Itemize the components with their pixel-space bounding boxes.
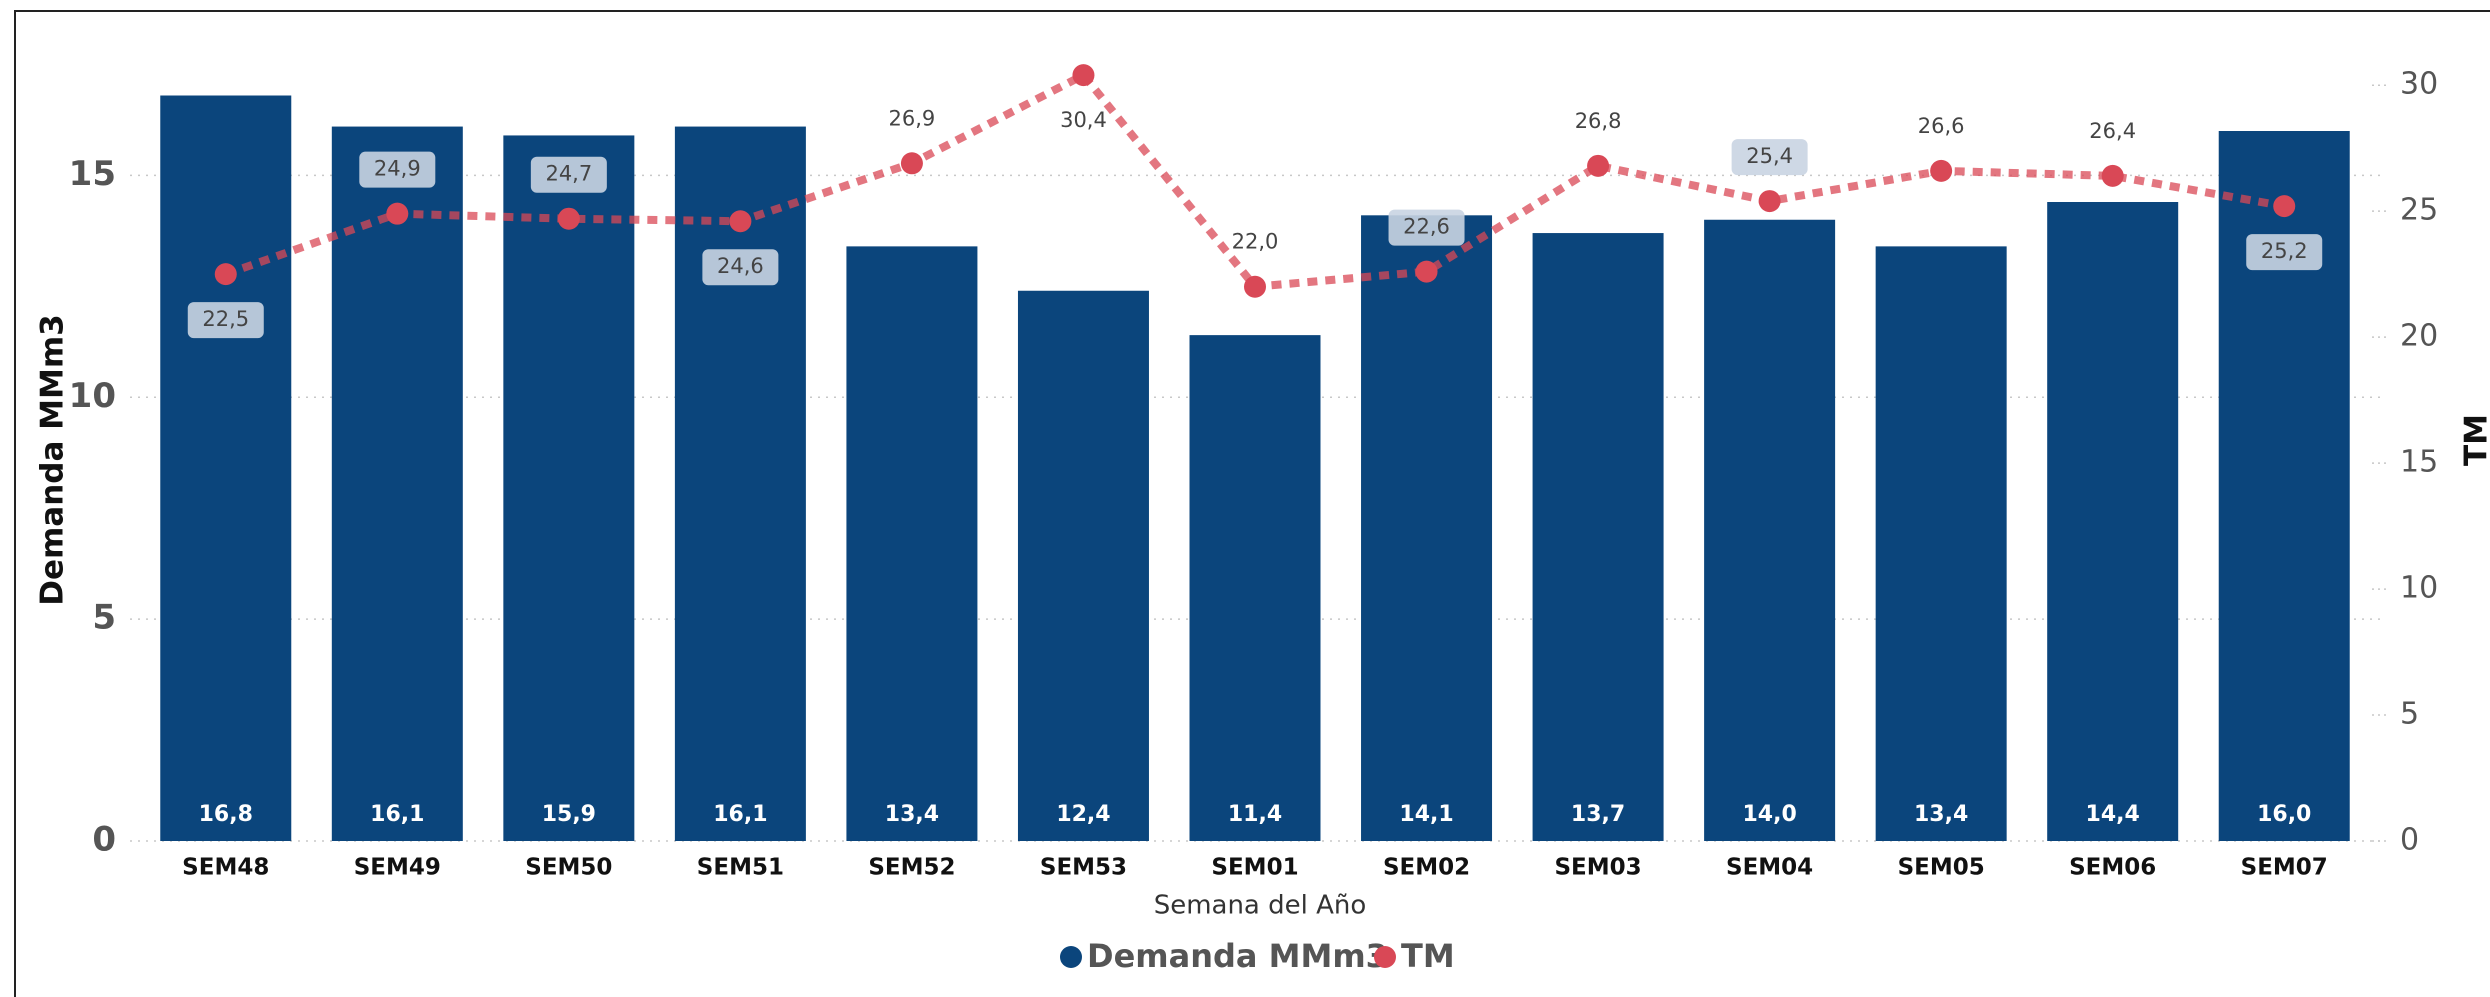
bar-value-label: 13,4 [885,802,939,827]
bar-value-label: 16,1 [370,802,424,827]
bar-value-label: 14,4 [2086,802,2140,827]
tm-point-sem49 [386,202,409,225]
x-tick-label: SEM51 [697,855,784,881]
tm-point-sem50 [557,207,580,230]
x-tick-label: SEM53 [1040,855,1127,881]
bar-sem01 [1189,335,1321,841]
y2-tick-label: 30 [2400,67,2438,102]
tm-label-box [702,249,779,286]
y2-tick-label: 0 [2400,823,2419,858]
tm-label-box [530,156,607,193]
y2-tick-label: 10 [2400,571,2438,606]
bar-value-label: 14,1 [1399,802,1453,827]
y2-tick-label: 5 [2400,697,2419,732]
right-axis: 0 5 10 15 20 25 30 [2372,67,2438,858]
bar-value-label: 12,4 [1056,802,1110,827]
legend-marker-demanda [1060,946,1082,968]
bar-sem04 [1704,219,1836,841]
bar-value-label: 13,4 [1914,802,1968,827]
tm-point-sem04 [1758,190,1781,213]
x-tick-label: SEM05 [1898,855,1985,881]
bar-sem50 [503,135,635,841]
tm-value-label: 25,2 [2261,239,2308,263]
x-tick-label: SEM52 [868,855,955,881]
y2-tick-label: 15 [2400,445,2438,480]
bar-sem52 [846,246,978,841]
bar-data-labels: 16,8 16,1 15,9 16,1 13,4 12,4 11,4 14,1 13,7 14,0… [199,802,2312,827]
x-tick-label: SEM49 [354,855,441,881]
bar-sem49 [331,126,463,841]
y-tick-label: 0 [92,820,116,860]
x-tick-label: SEM50 [525,855,612,881]
bar-value-label: 15,9 [542,802,596,827]
tm-point-sem06 [2101,164,2124,187]
x-tick-label: SEM02 [1383,855,1470,881]
tm-line [214,64,2296,298]
bar-sem48 [160,95,292,841]
x-tick-label: SEM01 [1211,855,1298,881]
tm-point-sem02 [1415,260,1438,283]
tm-value-label: 24,6 [717,254,764,278]
bar-sem02 [1361,215,1493,841]
x-axis: SEM48 SEM49 SEM50 SEM51 SEM52 SEM53 SEM01 SEM02… [182,855,2328,881]
legend: Demanda MMm3 TM [1060,937,1455,975]
tm-point-sem51 [729,210,752,233]
x-tick-label: SEM07 [2241,855,2328,881]
legend-marker-tm [1374,946,1396,968]
bar-value-label: 11,4 [1228,802,1282,827]
bar-sem53 [1017,290,1149,841]
bar-value-label: 13,7 [1571,802,1625,827]
tm-label-box [1731,139,1808,176]
tm-point-sem53 [1072,64,1095,87]
tm-value-label: 26,8 [1575,109,1622,133]
tm-point-sem07 [2273,195,2296,218]
tm-value-label: 26,9 [889,106,936,130]
y2-tick-label: 20 [2400,319,2438,354]
x-tick-label: SEM06 [2069,855,2156,881]
x-tick-label: SEM48 [182,855,269,881]
tm-value-label: 24,9 [374,157,421,181]
y-axis-title: Demanda MMm3 [35,314,71,606]
x-axis-title: Semana del Año [1154,891,1367,921]
tm-point-sem52 [900,152,923,175]
tm-value-label: 26,4 [2089,119,2136,143]
y2-tick-label: 25 [2400,193,2438,228]
y-tick-label: 10 [69,376,116,416]
tm-value-label: 22,5 [202,307,249,331]
legend-label-tm: TM [1401,937,1455,975]
tm-value-label: 24,7 [545,162,592,186]
bar-sem05 [1875,246,2007,841]
tm-value-label: 22,0 [1232,230,1279,254]
tm-point-sem03 [1587,154,1610,177]
tm-label-box [187,302,264,339]
tm-point-sem48 [214,263,237,286]
tm-value-label: 26,6 [1918,114,1965,138]
left-axis: 0 5 10 15 [69,154,116,860]
x-tick-label: SEM04 [1726,855,1813,881]
tm-label-box [359,151,436,188]
tm-point-sem01 [1244,275,1266,298]
bar-sem51 [674,126,806,841]
bars [160,95,2350,841]
tm-value-label: 25,4 [1746,144,1793,168]
y-tick-label: 5 [92,598,116,638]
chart-frame [14,10,2490,997]
bar-value-label: 16,8 [199,802,253,827]
x-tick-label: SEM03 [1554,855,1641,881]
tm-label-box [2246,234,2323,271]
tm-point-sem05 [1930,159,1953,182]
y2-axis-title: TM [2459,414,2490,466]
tm-value-label: 22,6 [1403,215,1450,239]
bar-value-label: 14,0 [1742,802,1796,827]
legend-label-demanda: Demanda MMm3 [1087,937,1388,975]
bar-value-label: 16,0 [2257,802,2311,827]
y-tick-label: 15 [69,154,116,194]
bar-sem06 [2047,202,2179,841]
tm-label-box [1388,209,1465,246]
tm-data-labels: 22,5 24,9 24,7 24,6 26,9 30,4 22,0 22,6 26,8 25,4… [187,106,2323,339]
bar-value-label: 16,1 [713,802,767,827]
bar-sem03 [1532,233,1664,841]
tm-value-label: 30,4 [1060,108,1107,132]
